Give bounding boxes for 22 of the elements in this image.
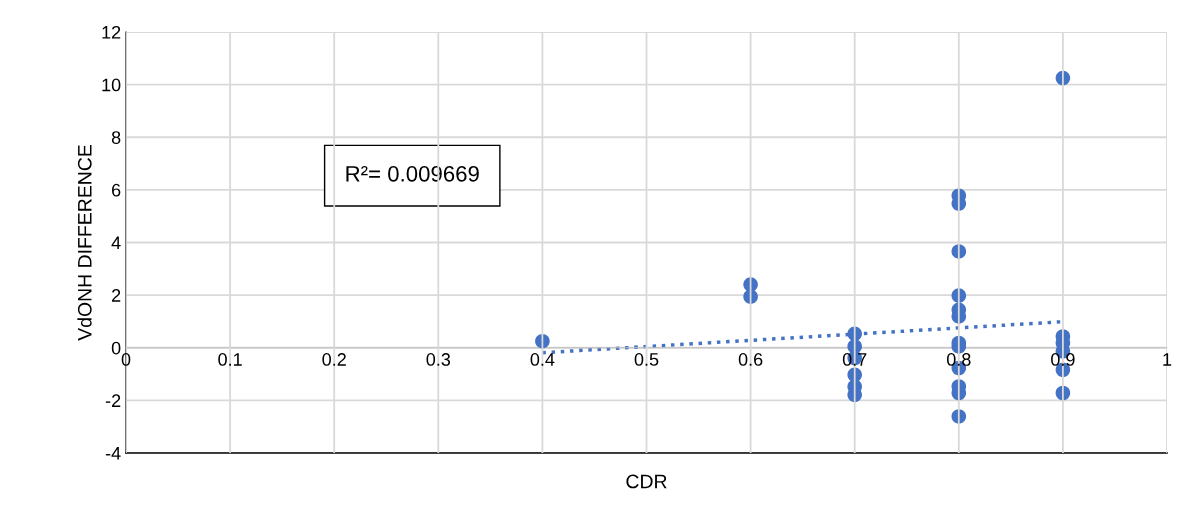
x-tick-label: 0.3 <box>426 353 451 366</box>
y-tick-label: 12 <box>102 25 121 39</box>
x-tick-label: 0.9 <box>1051 353 1075 366</box>
y-axis-title: VdONH DIFFERENCE <box>77 145 92 341</box>
y-tick-label: 0 <box>111 341 121 355</box>
x-tick-label: 0.2 <box>322 353 346 366</box>
y-tick-label: 6 <box>112 183 121 197</box>
x-tick-label: 0.4 <box>530 353 555 366</box>
y-tick-label: 4 <box>111 236 121 250</box>
x-tick-label: 0.6 <box>738 353 763 366</box>
x-tick-label: 0.1 <box>218 353 242 366</box>
y-tick-label: -4 <box>105 447 121 460</box>
y-tick-label: 2 <box>112 289 121 302</box>
y-tick-label: -2 <box>105 394 121 407</box>
x-tick-label: 0.5 <box>634 353 659 366</box>
annotation: R²= 0.009669 <box>346 165 479 182</box>
x-tick-label: 0.8 <box>946 353 971 366</box>
y-tick-label: 10 <box>102 78 121 92</box>
x-tick-label: 0.7 <box>842 353 867 366</box>
x-tick-label: 1 <box>1163 353 1172 366</box>
y-tick-label: 8 <box>111 131 121 144</box>
x-axis-title: CDR <box>626 474 667 489</box>
